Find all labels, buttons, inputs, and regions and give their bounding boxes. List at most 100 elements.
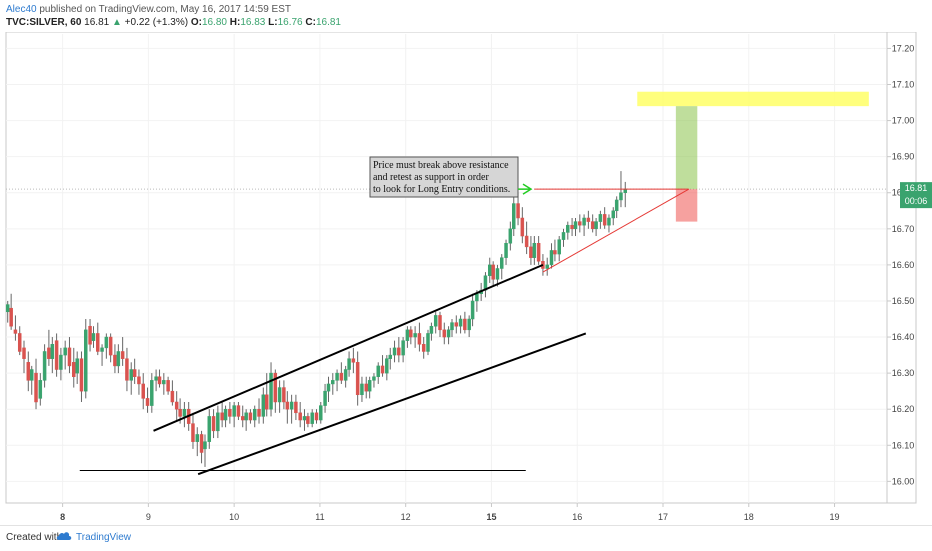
candle-body bbox=[75, 358, 79, 374]
candle-body bbox=[433, 315, 438, 327]
candle-body bbox=[586, 217, 591, 222]
candle-body bbox=[42, 351, 47, 381]
candle-body bbox=[228, 408, 232, 417]
candle-body bbox=[376, 365, 380, 377]
x-tick-label: 10 bbox=[229, 512, 239, 522]
created-with-label: Created with bbox=[6, 532, 63, 543]
candle-body bbox=[67, 347, 72, 367]
candle-body bbox=[355, 362, 360, 396]
y-tick-label: 17.10 bbox=[892, 80, 915, 90]
candle-body bbox=[236, 405, 241, 417]
annotation-line-1: Price must break above resistance bbox=[373, 160, 509, 171]
candle-body bbox=[261, 394, 266, 417]
tradingview-cloud-icon[interactable] bbox=[56, 530, 72, 542]
candle-body bbox=[335, 372, 339, 381]
candle-body bbox=[216, 412, 220, 432]
candle-body bbox=[223, 408, 228, 421]
chart-header: Alec40 published on TradingView.com, May… bbox=[0, 0, 932, 32]
y-tick-label: 16.00 bbox=[892, 476, 915, 486]
candle-body bbox=[240, 416, 245, 421]
candle-body bbox=[289, 401, 294, 410]
price-badge-bg bbox=[900, 182, 932, 209]
trade-zones bbox=[637, 91, 869, 222]
candle-body bbox=[611, 210, 616, 219]
candle-body bbox=[141, 383, 145, 399]
close-label: C: bbox=[305, 17, 316, 28]
candle-body bbox=[372, 376, 376, 381]
annotation-note[interactable]: Price must break above resistance and re… bbox=[369, 156, 519, 198]
candle-body bbox=[38, 380, 43, 399]
candle-body bbox=[360, 383, 364, 396]
candle-body bbox=[385, 358, 389, 374]
candle-body bbox=[409, 329, 413, 338]
candle-body bbox=[545, 264, 549, 269]
tradingview-link[interactable]: TradingView bbox=[76, 532, 132, 543]
candle-body bbox=[470, 300, 475, 320]
candle-body bbox=[549, 250, 554, 266]
candle-body bbox=[96, 333, 100, 352]
candle-body bbox=[590, 221, 595, 230]
candle-body bbox=[195, 434, 200, 442]
publish-info: Alec40 published on TradingView.com, May… bbox=[6, 4, 291, 15]
candle-body bbox=[211, 416, 216, 432]
target-zone bbox=[637, 91, 869, 107]
candle-body bbox=[467, 318, 471, 331]
candle-body bbox=[269, 372, 273, 410]
y-tick-label: 16.60 bbox=[892, 260, 915, 270]
low-label: L: bbox=[268, 17, 278, 28]
candle-body bbox=[91, 333, 96, 341]
candle-body bbox=[125, 358, 129, 381]
candle-body bbox=[166, 380, 170, 392]
candle-body bbox=[520, 217, 525, 237]
candle-body bbox=[429, 325, 434, 334]
symbol-name[interactable]: TVC:SILVER, 60 bbox=[6, 17, 82, 28]
candle-body bbox=[463, 318, 467, 331]
candle-body bbox=[602, 214, 607, 226]
y-tick-label: 16.50 bbox=[892, 296, 915, 306]
plot-area[interactable] bbox=[5, 32, 917, 504]
candle-body bbox=[364, 383, 368, 392]
candle-body bbox=[504, 242, 508, 258]
candle-body bbox=[108, 336, 113, 356]
candle-body bbox=[157, 376, 162, 385]
high-label: H: bbox=[229, 17, 241, 28]
y-tick-label: 16.70 bbox=[892, 224, 915, 234]
candle-body bbox=[120, 351, 125, 359]
candle-body bbox=[22, 347, 26, 359]
author-link[interactable]: Alec40 bbox=[6, 4, 37, 15]
candle-body bbox=[306, 416, 310, 424]
candle-body bbox=[413, 333, 417, 338]
candle-body bbox=[310, 412, 314, 424]
price-badge-value: 16.81 bbox=[905, 183, 928, 193]
rising-trendline bbox=[542, 188, 689, 273]
candle-body bbox=[174, 401, 179, 410]
candle-body bbox=[566, 224, 570, 233]
annotation-box[interactable] bbox=[369, 156, 519, 198]
time-axis[interactable]: 8 9 10 11 12 15 16 17 18 19 bbox=[60, 503, 840, 522]
y-tick-label: 16.20 bbox=[892, 404, 915, 414]
candle-body bbox=[495, 268, 500, 280]
candle-body bbox=[442, 329, 447, 338]
candle-body bbox=[29, 369, 34, 381]
candle-body bbox=[84, 329, 88, 392]
candle-body bbox=[319, 405, 323, 421]
candle-body bbox=[487, 264, 492, 276]
candle-body bbox=[207, 416, 212, 442]
x-tick-label: 15 bbox=[486, 512, 496, 522]
candle-body bbox=[100, 347, 104, 352]
price-chart[interactable]: Price must break above resistance and re… bbox=[0, 32, 932, 525]
candle-body bbox=[524, 235, 529, 248]
candle-body bbox=[351, 358, 356, 363]
candle-body bbox=[516, 203, 520, 219]
candle-body bbox=[326, 383, 331, 392]
candle-body bbox=[145, 398, 150, 406]
candle-body bbox=[323, 390, 327, 406]
candle-body bbox=[182, 408, 187, 417]
candle-body bbox=[34, 372, 38, 403]
x-tick-label: 16 bbox=[572, 512, 582, 522]
y-tick-label: 16.90 bbox=[892, 152, 915, 162]
open-label: O: bbox=[190, 17, 202, 28]
candle-body bbox=[132, 369, 137, 377]
y-tick-label: 17.00 bbox=[892, 116, 915, 126]
close-value: 16.81 bbox=[315, 17, 341, 28]
